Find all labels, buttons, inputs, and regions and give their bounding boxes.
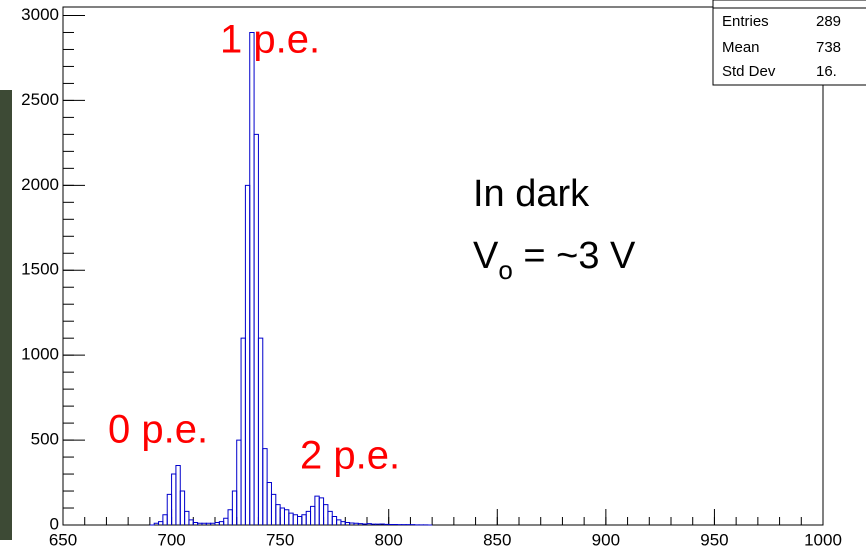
- annotation: In dark: [473, 173, 590, 215]
- histogram-bin: [301, 514, 307, 525]
- histogram-bin: [179, 490, 186, 525]
- histogram-bin: [262, 448, 268, 525]
- histogram-bin: [158, 521, 164, 525]
- annotation: 2 p.e.: [300, 434, 400, 478]
- histogram-bin: [253, 133, 259, 525]
- y-tick-label: 3000: [21, 5, 59, 24]
- histogram-bin: [231, 490, 238, 525]
- histogram-bin: [249, 31, 255, 525]
- histogram-bin: [305, 510, 312, 525]
- histogram-bin: [240, 337, 246, 525]
- x-tick-label: 900: [592, 530, 620, 549]
- plot-frame: [62, 6, 824, 526]
- annotation: 1 p.e.: [220, 18, 320, 62]
- histogram-bin: [297, 516, 303, 525]
- histogram-bin: [175, 465, 181, 525]
- histogram-bin: [171, 473, 177, 525]
- histogram-bin: [340, 521, 346, 525]
- histogram-bin: [244, 184, 251, 525]
- x-tick-label: 850: [483, 530, 511, 549]
- x-tick-label: 1000: [804, 530, 842, 549]
- histogram-bin: [236, 439, 242, 525]
- y-tick-label: 1000: [21, 345, 59, 364]
- x-tick-label: 950: [700, 530, 728, 549]
- x-tick-label: 650: [49, 530, 77, 549]
- x-tick-label: 700: [157, 530, 185, 549]
- histogram-bin: [283, 509, 290, 525]
- stats-value: 16.: [816, 63, 837, 80]
- histogram-bin: [227, 509, 233, 525]
- histogram-bin: [223, 517, 229, 525]
- histogram-bin: [388, 523, 394, 525]
- y-tick-label: 2500: [21, 90, 59, 109]
- histogram-bin: [279, 507, 285, 525]
- histogram-bin: [270, 493, 277, 525]
- x-tick-label: 800: [375, 530, 403, 549]
- histogram-bin: [162, 514, 168, 525]
- annotation: 0 p.e.: [108, 408, 208, 452]
- histogram-bin: [257, 337, 264, 525]
- stats-label: Std Dev: [722, 63, 776, 80]
- histogram-bin: [218, 521, 225, 525]
- histogram-bin: [336, 519, 342, 525]
- annotation-part: V: [473, 235, 499, 277]
- histogram-bin: [323, 504, 329, 525]
- annotation-part: = ~3 V: [513, 235, 636, 277]
- y-tick-label: 0: [50, 514, 59, 533]
- histogram-bin: [314, 495, 320, 525]
- histogram-bin: [288, 512, 294, 525]
- y-tick-label: 2000: [21, 175, 59, 194]
- histogram-bin: [392, 523, 398, 525]
- stats-box: [712, 0, 866, 86]
- stats-label: Mean: [722, 39, 760, 56]
- stats-value: 289: [816, 13, 841, 30]
- x-tick-label: 750: [266, 530, 294, 549]
- background-photo-strip: [0, 90, 12, 540]
- stats-value: 738: [816, 39, 841, 56]
- histogram-bin: [166, 493, 173, 525]
- y-tick-label: 500: [31, 430, 59, 449]
- histogram-bin: [318, 497, 325, 525]
- histogram-bin: [184, 510, 190, 525]
- histogram-bin: [331, 516, 338, 525]
- histogram-bin: [275, 504, 281, 525]
- y-tick-label: 1500: [21, 260, 59, 279]
- histogram-bin: [292, 514, 299, 525]
- annotation-part: o: [498, 255, 512, 285]
- stats-label: Entries: [722, 13, 769, 30]
- histogram-bin: [310, 505, 316, 525]
- histogram-bin: [188, 519, 194, 525]
- histogram-bin: [266, 482, 272, 525]
- annotation: Vo = ~3 V: [473, 235, 636, 285]
- histogram-bin: [327, 510, 333, 525]
